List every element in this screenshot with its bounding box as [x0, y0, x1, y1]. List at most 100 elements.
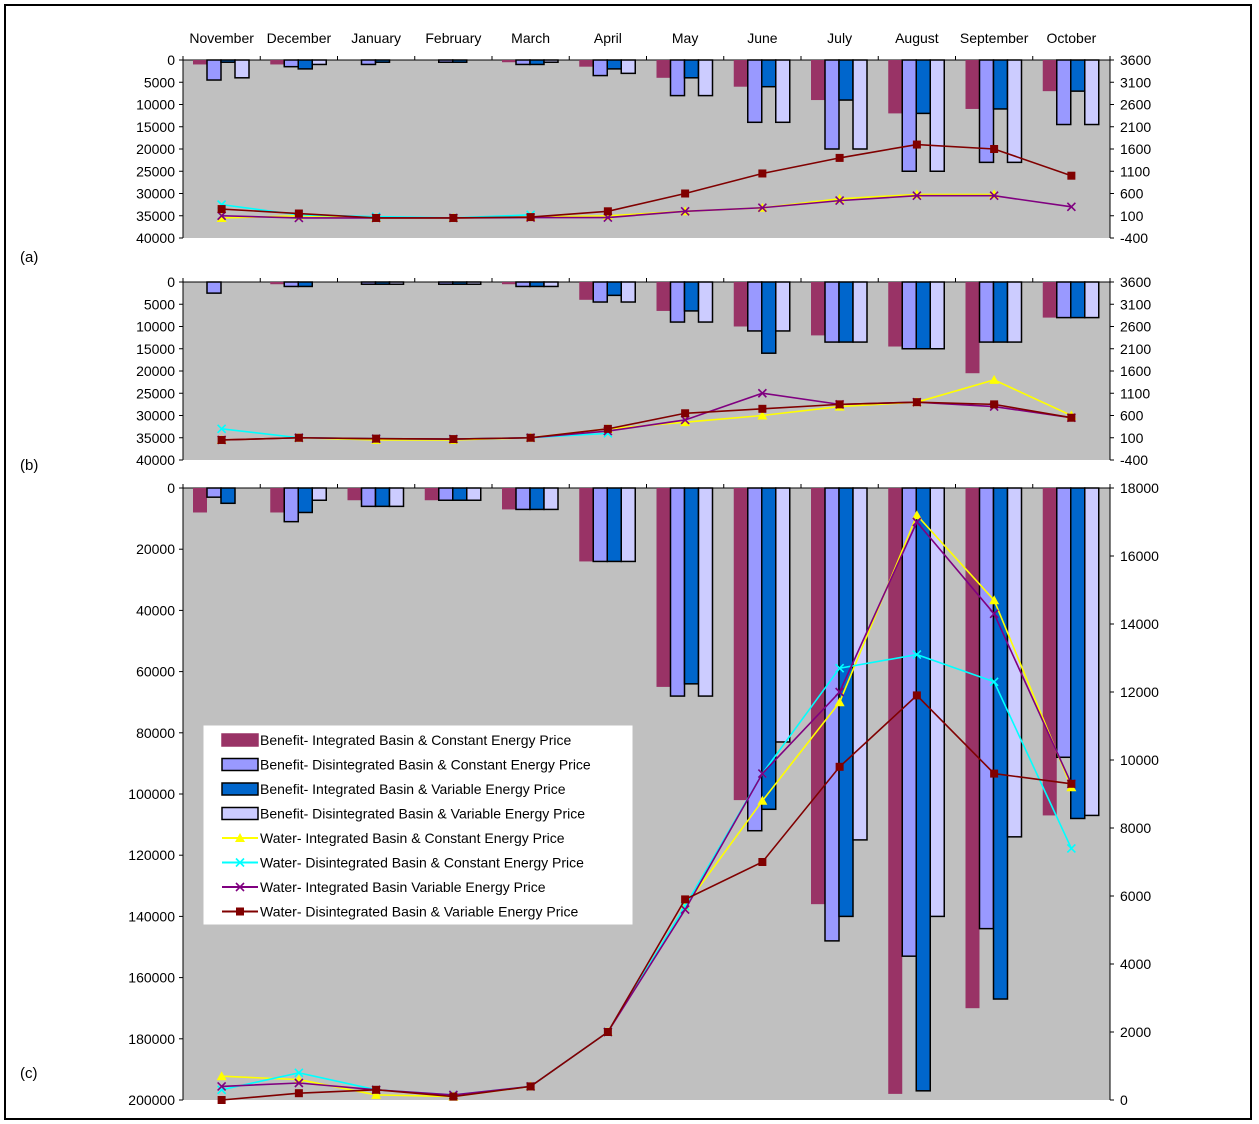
bar-series1-august	[888, 488, 903, 1094]
bar-series3-may	[683, 487, 700, 685]
legend-swatch-bar	[221, 806, 259, 821]
left-tick-label: 10000	[136, 319, 175, 335]
marker-series2-november	[217, 424, 227, 434]
line-series2	[221, 653, 1073, 1096]
bar-series2-june	[747, 59, 763, 124]
marker-series1-september	[989, 595, 1000, 605]
marker-series4-may	[681, 189, 690, 198]
bar-series3-february	[452, 487, 468, 501]
bar-series2-october	[1056, 281, 1072, 319]
marker-series4-august	[912, 140, 921, 149]
bar-series3-january	[374, 487, 391, 508]
bar-series1-march	[502, 282, 516, 285]
bar-series3-september	[992, 487, 1009, 1000]
bar-series3-april	[606, 487, 622, 563]
right-tick-label: 600	[1120, 186, 1144, 202]
legend-swatch-bar	[221, 733, 259, 747]
month-labels: November December January February March Apri…	[189, 30, 1096, 46]
marker-series4-november	[217, 435, 226, 444]
month-label-december: December	[267, 30, 332, 46]
bar-series1-april	[579, 488, 594, 562]
marker-series4-june	[758, 169, 767, 178]
left-tick-label: 30000	[136, 186, 175, 202]
bar-series2-december	[283, 59, 299, 68]
marker-series4-july	[835, 400, 844, 409]
left-tick-label: 35000	[136, 430, 175, 446]
bar-series3-march	[529, 281, 545, 288]
marker-series4-january	[372, 213, 381, 222]
line-series4	[221, 401, 1072, 441]
marker-series4-may	[681, 409, 690, 418]
bar-series3-october	[1070, 281, 1086, 319]
legend-item-4: Benefit- Disintegrated Basin & Variable …	[221, 806, 585, 822]
bar-series4-march	[543, 487, 559, 511]
right-tick-label: -400	[1120, 230, 1148, 246]
marker-series4-january	[372, 1085, 381, 1094]
marker-series1-january	[371, 1089, 382, 1099]
marker-series3-june	[757, 203, 767, 213]
bar-series1-october	[1042, 60, 1057, 92]
bar-series1-april	[579, 282, 594, 300]
left-tick-label: 200000	[128, 1092, 175, 1108]
bar-series3-december	[297, 59, 313, 70]
legend-item-6: Water- Disintegrated Basin & Constant En…	[222, 855, 584, 871]
marker-series3-november	[217, 211, 227, 221]
plot-area	[183, 282, 1110, 460]
left-tick-label: 0	[167, 52, 175, 68]
right-tick-label: 1600	[1120, 141, 1151, 157]
month-label-march: March	[511, 30, 550, 46]
month-label-july: July	[827, 30, 852, 46]
bar-series4-april	[620, 59, 636, 75]
marker-series2-november	[217, 1085, 227, 1095]
bar-series2-may	[669, 487, 686, 697]
marker-series1-september	[989, 374, 1000, 384]
marker-series1-may	[680, 417, 691, 427]
bar-series4-may	[697, 59, 714, 97]
bar-series3-october	[1070, 487, 1086, 820]
bar-series1-may	[656, 60, 671, 78]
bar-series1-september	[965, 282, 980, 374]
right-tick-label: 6000	[1120, 888, 1151, 904]
legend-label: Water- Disintegrated Basin & Variable En…	[260, 904, 578, 920]
bar-series2-may	[669, 59, 686, 97]
bar-series2-december	[283, 281, 299, 288]
bar-series1-may	[656, 488, 671, 687]
bar-series1-april	[579, 60, 594, 67]
left-tick-label: 15000	[136, 341, 175, 357]
bar-series3-april	[606, 59, 622, 70]
marker-series4-october	[1067, 413, 1076, 422]
bar-series2-september	[978, 281, 995, 343]
right-tick-label: -400	[1120, 452, 1148, 468]
bar-series1-july	[811, 488, 825, 905]
panel-label: (a)	[20, 249, 38, 266]
month-label-january: January	[351, 30, 401, 46]
panel-label: (c)	[20, 1065, 38, 1082]
bar-series2-april	[592, 281, 608, 303]
marker-series4-november	[217, 1096, 226, 1104]
bar-series4-february	[466, 487, 482, 501]
bar-series1-march	[502, 60, 516, 63]
bar-series4-october	[1084, 281, 1100, 319]
bar-series4-march	[543, 281, 559, 288]
bar-series4-december	[311, 59, 327, 66]
legend-item-2: Benefit- Disintegrated Basin & Constant …	[221, 757, 591, 773]
marker-series4-may	[681, 895, 690, 904]
legend-marker	[235, 857, 245, 868]
left-tick-label: 0	[167, 480, 175, 496]
marker-series4-december	[294, 1089, 303, 1098]
marker-series4-july	[835, 762, 844, 771]
left-tick-label: 30000	[136, 408, 175, 424]
panel-a: 0 5000 10000 15000 20000 25000 30000 35000 40000…	[20, 52, 1151, 266]
bar-series1-october	[1042, 282, 1057, 318]
legend-box	[203, 725, 633, 925]
right-tick-label: 2600	[1120, 319, 1151, 335]
bar-series3-march	[529, 487, 545, 511]
bar-series2-february	[438, 281, 454, 285]
left-tick-label: 5000	[144, 74, 175, 90]
bar-series1-january	[347, 488, 362, 501]
left-tick-label: 15000	[136, 119, 175, 135]
bar-series3-october	[1070, 59, 1086, 92]
line-series4	[221, 694, 1072, 1101]
right-tick-label: 3100	[1120, 74, 1151, 90]
